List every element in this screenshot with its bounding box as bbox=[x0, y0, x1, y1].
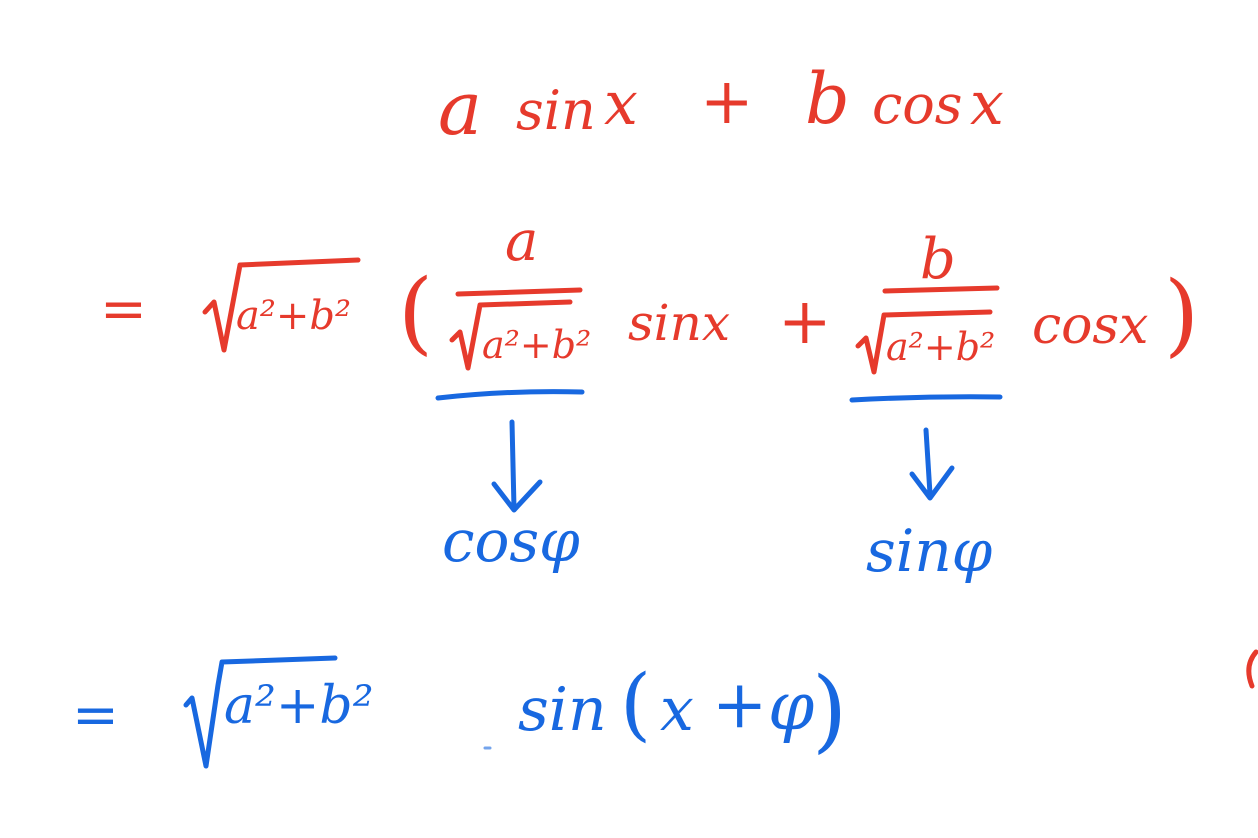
underline-2 bbox=[849, 394, 1003, 403]
line2-sqrt-body: a²+b² bbox=[236, 293, 352, 339]
line1-sin: sin bbox=[516, 79, 596, 142]
sqrt-radical-2 bbox=[449, 299, 573, 371]
line1-cos: cos bbox=[872, 73, 963, 136]
line3-phi: φ bbox=[768, 668, 815, 745]
edge-mark bbox=[1246, 649, 1258, 689]
line2-left-paren: ( bbox=[398, 260, 434, 365]
frac2-denominator: a²+b² bbox=[886, 325, 996, 369]
fraction-bar-1 bbox=[455, 287, 583, 297]
annot-cos-phi: cosφ bbox=[442, 507, 580, 575]
line3-x: x bbox=[660, 675, 694, 745]
frac1-denominator: a²+b² bbox=[482, 323, 592, 367]
line2-cosx: cosx bbox=[1032, 296, 1149, 356]
fraction-bar-2 bbox=[882, 285, 1000, 294]
line2-right-paren: ) bbox=[1164, 262, 1200, 367]
line2-sinx: sinx bbox=[628, 294, 731, 352]
frac2-numerator: b bbox=[920, 227, 956, 292]
sqrt-radical-4 bbox=[183, 655, 338, 769]
annot-sin-phi: sinφ bbox=[866, 517, 993, 585]
line3-sin: sin bbox=[518, 675, 607, 745]
line3-right-paren: ) bbox=[812, 658, 848, 763]
line1-plus: + bbox=[700, 65, 754, 139]
line3-sqrt-body: a²+b² bbox=[224, 676, 374, 736]
line3-plus: + bbox=[712, 666, 768, 743]
line1-a: a bbox=[438, 66, 483, 152]
line1-x: x bbox=[604, 69, 638, 139]
line2-equals: = bbox=[100, 277, 147, 342]
underline-1 bbox=[435, 389, 585, 401]
frac1-numerator: a bbox=[505, 209, 539, 274]
line2-plus: + bbox=[778, 285, 832, 359]
arrow-down-1 bbox=[491, 419, 543, 513]
arrow-down-2 bbox=[909, 427, 955, 501]
sqrt-radical-1 bbox=[202, 257, 361, 353]
line3-equals: = bbox=[72, 683, 119, 748]
sqrt-radical-3 bbox=[855, 309, 993, 375]
line3-left-paren: ( bbox=[620, 657, 652, 750]
line1-b: b bbox=[805, 58, 850, 140]
line1-x2: x bbox=[970, 69, 1004, 139]
